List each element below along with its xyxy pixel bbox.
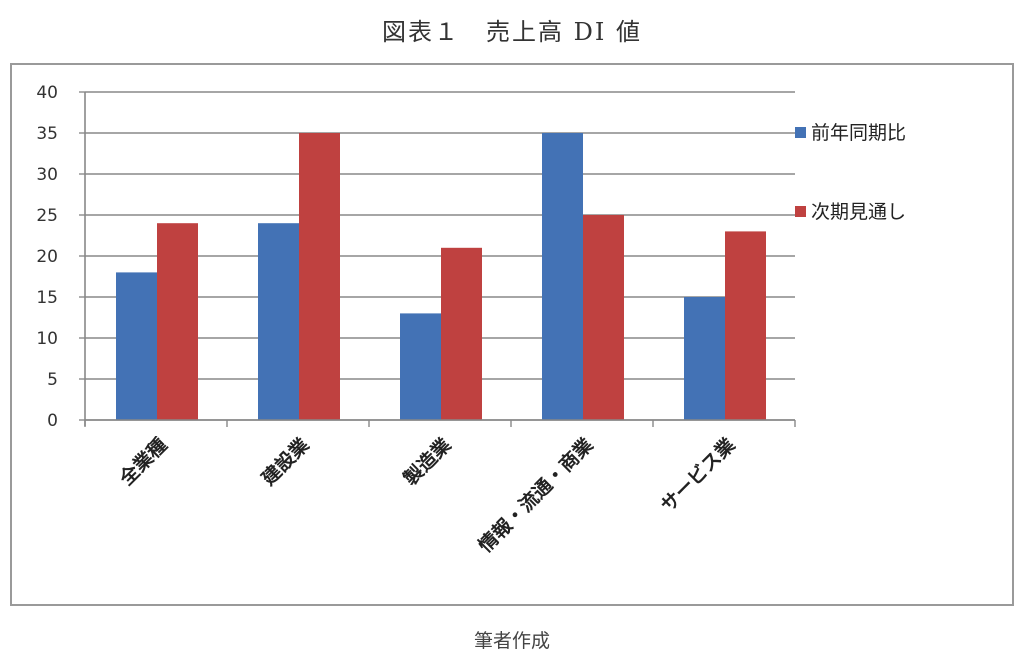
y-tick-label: 0 (47, 411, 58, 431)
x-category-label: 製造業 (398, 433, 456, 491)
legend-label: 次期見通し (811, 201, 906, 223)
y-tick-label: 25 (36, 206, 58, 226)
x-axis-labels: 全業種 建設業 製造業 情報・流通・商業 サービス業 (114, 433, 740, 557)
legend-swatch (795, 127, 806, 138)
legend-label: 前年同期比 (811, 122, 906, 144)
bar-outlook (299, 133, 340, 420)
x-category-label: 情報・流通・商業 (474, 433, 598, 557)
y-tick-label: 15 (36, 288, 58, 308)
y-tick-label: 35 (36, 124, 58, 144)
bars (116, 133, 766, 420)
bar-outlook (441, 247, 482, 420)
y-tick-label: 20 (36, 247, 58, 267)
chart-title: 図表１ 売上高 DI 値 (382, 18, 642, 46)
bar-yoy (684, 297, 725, 420)
y-axis-ticks: 0 5 10 15 20 25 30 35 40 (36, 83, 58, 431)
y-tick-label: 30 (36, 165, 58, 185)
bar-outlook (725, 231, 766, 420)
y-tick-label: 10 (36, 329, 58, 349)
bar-yoy (542, 133, 583, 420)
axes (84, 92, 796, 427)
bar-outlook (157, 223, 198, 420)
x-category-label: サービス業 (656, 433, 740, 517)
x-category-label: 建設業 (257, 433, 314, 490)
bar-yoy (258, 223, 299, 420)
x-category-label: 全業種 (114, 433, 171, 490)
legend-swatch (795, 206, 806, 217)
y-tick-label: 5 (47, 370, 58, 390)
bar-yoy (116, 272, 157, 420)
bar-outlook (583, 215, 624, 420)
source-caption: 筆者作成 (473, 630, 550, 652)
bar-yoy (400, 313, 441, 420)
y-tick-label: 40 (36, 83, 58, 103)
